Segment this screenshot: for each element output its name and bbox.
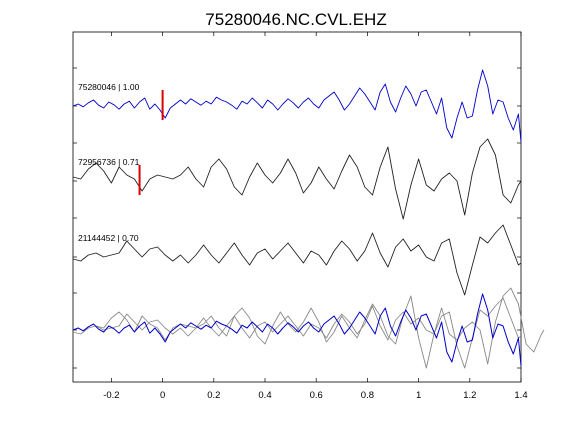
plot-frame xyxy=(72,31,522,383)
overlay-line-1 xyxy=(72,293,522,367)
x-tick-label: 0 xyxy=(160,390,165,401)
x-tick-label: 0.8 xyxy=(361,390,374,401)
x-tick-label: 0.6 xyxy=(310,390,323,401)
trace-line-3 xyxy=(72,224,522,296)
x-tick-label: 1.4 xyxy=(514,390,527,401)
trace-group: 75280046 | 1.00 72956736 | 0.71 21144452 |… xyxy=(72,69,522,296)
x-tick-label: -0.2 xyxy=(103,390,119,401)
overlay-group xyxy=(72,287,545,369)
trace-label-1: 75280046 | 1.00 xyxy=(78,82,140,92)
trace-label-3: 21144452 | 0.70 xyxy=(78,233,139,243)
x-tick-label: 0.2 xyxy=(207,390,220,401)
trace-label-2: 72956736 | 0.71 xyxy=(78,157,140,167)
x-tick-label: 0.4 xyxy=(258,390,271,401)
chart-title: 75280046.NC.CVL.EHZ xyxy=(205,10,386,29)
x-tick-label: 1 xyxy=(416,390,421,401)
overlay-line-2 xyxy=(95,287,545,369)
trace-line-2 xyxy=(72,138,522,220)
y-axis-ticks xyxy=(73,67,521,369)
trace-line-1 xyxy=(72,69,522,143)
x-axis: -0.2 0 0.2 0.4 0.6 0.8 1 1.2 1.4 xyxy=(103,32,528,401)
x-tick-label: 1.2 xyxy=(463,390,476,401)
